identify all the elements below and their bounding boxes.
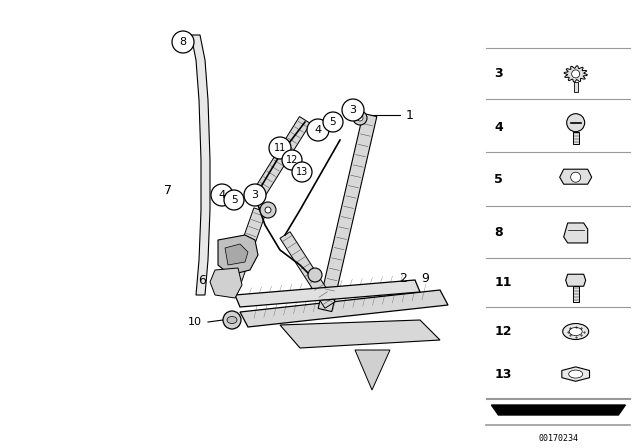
Text: 5: 5 [494, 172, 503, 186]
Text: 3: 3 [494, 67, 503, 81]
Polygon shape [280, 320, 440, 348]
Text: 4: 4 [218, 190, 225, 200]
Text: 7: 7 [164, 184, 172, 197]
Ellipse shape [569, 327, 582, 336]
Ellipse shape [227, 316, 237, 323]
Text: 13: 13 [296, 167, 308, 177]
Bar [573, 286, 579, 302]
Text: 00170234: 00170234 [538, 434, 579, 443]
Polygon shape [355, 350, 390, 390]
Circle shape [308, 268, 322, 282]
Text: 4: 4 [494, 121, 503, 134]
Text: 3: 3 [349, 105, 356, 115]
Circle shape [357, 115, 363, 121]
Text: 11: 11 [274, 143, 286, 153]
Circle shape [566, 114, 585, 132]
Polygon shape [318, 113, 377, 311]
Polygon shape [240, 290, 448, 327]
Circle shape [260, 202, 276, 218]
Circle shape [572, 70, 580, 78]
Circle shape [353, 111, 367, 125]
Polygon shape [218, 235, 258, 275]
Text: 1: 1 [406, 108, 414, 121]
Bar [573, 82, 578, 92]
Circle shape [172, 31, 194, 53]
Circle shape [292, 162, 312, 182]
Polygon shape [564, 223, 588, 243]
Polygon shape [559, 169, 591, 184]
Polygon shape [186, 35, 210, 295]
Ellipse shape [563, 323, 589, 340]
Circle shape [211, 184, 233, 206]
Polygon shape [235, 280, 420, 307]
Text: 4: 4 [314, 125, 321, 135]
Polygon shape [564, 66, 588, 82]
Text: 12: 12 [494, 325, 512, 338]
Polygon shape [566, 274, 586, 286]
Text: 8: 8 [494, 226, 503, 240]
Circle shape [244, 184, 266, 206]
Ellipse shape [569, 370, 582, 378]
Text: 5: 5 [330, 117, 336, 127]
Polygon shape [562, 367, 589, 381]
Circle shape [323, 112, 343, 132]
Circle shape [282, 150, 302, 170]
Circle shape [571, 172, 580, 182]
Text: 2: 2 [399, 271, 407, 284]
Circle shape [269, 137, 291, 159]
Polygon shape [280, 232, 335, 308]
Circle shape [265, 207, 271, 213]
Polygon shape [224, 208, 266, 297]
Circle shape [223, 311, 241, 329]
Polygon shape [250, 116, 310, 203]
Polygon shape [210, 268, 242, 298]
Text: 8: 8 [179, 37, 187, 47]
Circle shape [224, 190, 244, 210]
Text: 11: 11 [494, 276, 512, 289]
Text: 13: 13 [494, 367, 512, 381]
Bar [573, 132, 579, 144]
Text: 3: 3 [252, 190, 259, 200]
Text: 10: 10 [188, 317, 202, 327]
Polygon shape [492, 405, 625, 415]
Text: 6: 6 [198, 273, 206, 287]
Circle shape [307, 119, 329, 141]
Text: 5: 5 [230, 195, 237, 205]
Text: 12: 12 [286, 155, 298, 165]
Circle shape [342, 99, 364, 121]
Polygon shape [225, 244, 248, 265]
Text: 9: 9 [421, 271, 429, 284]
